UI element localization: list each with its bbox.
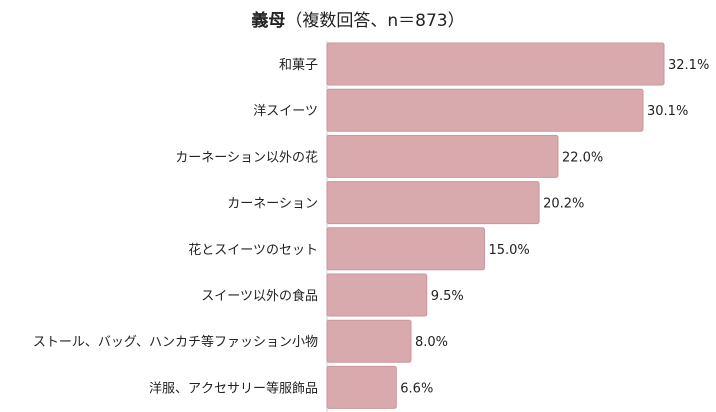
value-label: 15.0%: [488, 243, 529, 258]
category-label: 洋服、アクセサリー等服飾品: [149, 380, 318, 396]
category-label: カーネーション以外の花: [175, 149, 318, 165]
chart-title-line: 義母（複数回答、n＝873）: [0, 6, 716, 31]
value-label: 20.2%: [543, 197, 584, 212]
value-label: 30.1%: [647, 104, 688, 119]
bar: [326, 42, 665, 86]
value-label: 22.0%: [562, 150, 603, 165]
chart-title: 義母: [251, 11, 286, 31]
value-label: 32.1%: [668, 58, 709, 73]
category-label: 花とスイーツのセット: [188, 242, 318, 258]
chart-subtitle: （複数回答、n＝873）: [285, 11, 465, 31]
category-label: カーネーション: [227, 197, 318, 212]
value-label: 8.0%: [415, 335, 448, 350]
value-label: 6.6%: [400, 381, 433, 396]
value-label: 9.5%: [431, 289, 464, 304]
bar: [326, 134, 559, 178]
bar: [326, 227, 485, 271]
bar: [326, 365, 397, 409]
bar: [326, 88, 644, 132]
category-label: スイーツ以外の食品: [201, 288, 318, 304]
bar: [326, 181, 540, 225]
category-label: 和菓子: [279, 58, 318, 73]
bar: [326, 273, 428, 317]
category-label: 洋スイーツ: [253, 104, 318, 119]
bar: [326, 319, 412, 363]
category-label: ストール、バッグ、ハンカチ等ファッション小物: [33, 334, 318, 350]
